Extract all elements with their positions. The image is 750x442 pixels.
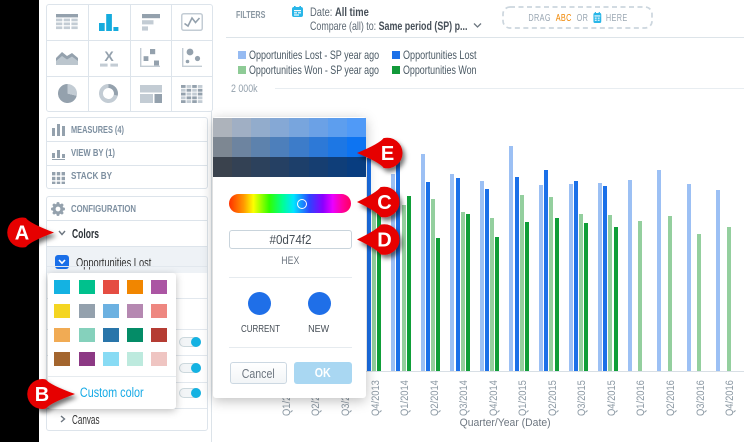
svg-text:A: A <box>15 223 29 245</box>
svg-text:C: C <box>377 192 391 214</box>
svg-text:B: B <box>35 384 49 406</box>
svg-text:E: E <box>381 143 394 165</box>
svg-text:D: D <box>377 230 391 252</box>
svg-text:X: X <box>104 50 114 64</box>
